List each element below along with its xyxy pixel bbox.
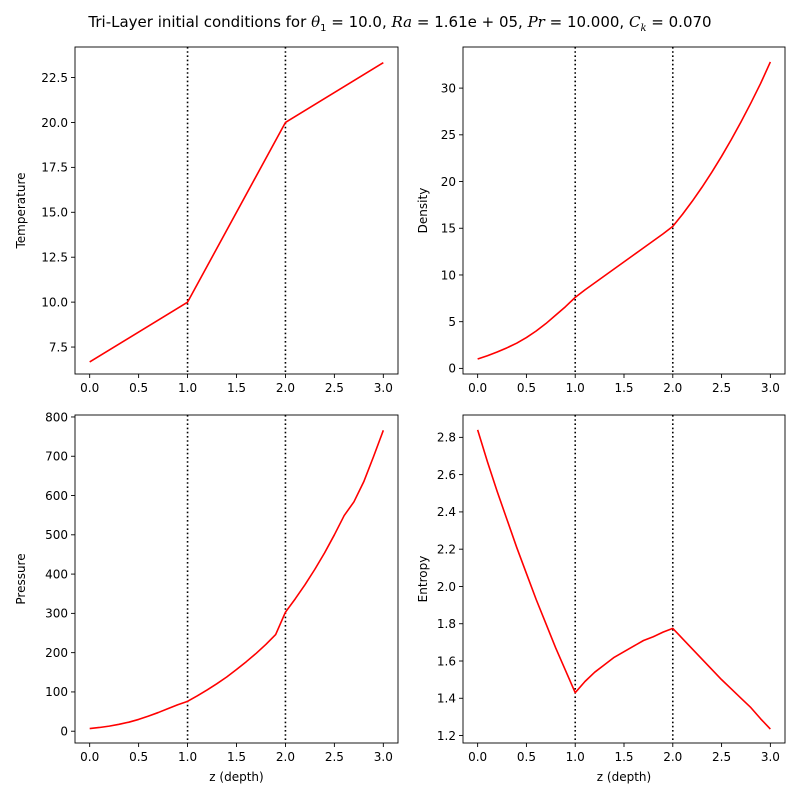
entropy-y-tick-label-8: 2.8 [437, 431, 456, 445]
temperature-x-tick-label-0: 0.0 [80, 381, 99, 395]
pr-symbol: Pr [527, 13, 545, 31]
temperature-data-line-0 [89, 61, 384, 363]
entropy-x-tick-label-6: 3.0 [761, 750, 780, 764]
density-x-tick-label-2: 1.0 [566, 381, 585, 395]
density-y-tick-label-2: 10 [441, 268, 456, 282]
density-x-tick-label-1: 0.5 [517, 381, 536, 395]
density-x-tick-label-5: 2.5 [712, 381, 731, 395]
temperature-y-tick-label-6: 22.5 [41, 71, 68, 85]
entropy-x-tick-label-3: 1.5 [614, 750, 633, 764]
entropy-y-tick-label-0: 1.2 [437, 729, 456, 743]
density-y-axis-label: Density [416, 188, 430, 234]
pressure-y-tick-label-7: 700 [45, 450, 68, 464]
density-y-tick-label-5: 25 [441, 128, 456, 142]
entropy-x-tick-label-2: 1.0 [566, 750, 585, 764]
entropy-y-tick-label-6: 2.4 [437, 505, 456, 519]
entropy-x-tick-label-5: 2.5 [712, 750, 731, 764]
pressure-axes-frame [74, 414, 399, 744]
pressure-x-tick-label-2: 1.0 [178, 750, 197, 764]
pressure-y-tick-label-2: 200 [45, 646, 68, 660]
entropy-x-tick-label-0: 0.0 [468, 750, 487, 764]
density-x-tick-label-6: 3.0 [761, 381, 780, 395]
pr-value: = 10.000, [544, 13, 629, 31]
theta-subscript: 1 [320, 23, 327, 34]
density-x-tick-label-3: 1.5 [614, 381, 633, 395]
temperature-y-tick-label-2: 12.5 [41, 251, 68, 265]
entropy-y-tick-label-4: 2.0 [437, 580, 456, 594]
pressure-x-tick-label-4: 2.0 [276, 750, 295, 764]
density-panel: 0.0 0.5 1.0 1.5 2.0 2.5 3.0 0 5 10 15 20 25 30 Density [416, 46, 786, 395]
density-y-tick-label-3: 15 [441, 222, 456, 236]
temperature-x-tick-label-4: 2.0 [276, 381, 295, 395]
pressure-y-tick-label-8: 800 [45, 410, 68, 424]
temperature-x-tick-label-5: 2.5 [325, 381, 344, 395]
pressure-y-tick-label-6: 600 [45, 489, 68, 503]
ck-value: = 0.070 [646, 13, 712, 31]
temperature-x-tick-label-2: 1.0 [178, 381, 197, 395]
entropy-y-axis-label: Entropy [416, 556, 430, 603]
temperature-x-tick-label-1: 0.5 [129, 381, 148, 395]
density-y-tick-label-0: 0 [448, 362, 456, 376]
pressure-x-tick-label-0: 0.0 [80, 750, 99, 764]
density-axes-frame [462, 46, 786, 375]
entropy-y-tick-label-7: 2.6 [437, 468, 456, 482]
pressure-y-axis-label: Pressure [14, 553, 28, 604]
entropy-data-line-0 [476, 429, 771, 730]
temperature-x-tick-label-3: 1.5 [227, 381, 246, 395]
density-x-tick-label-4: 2.0 [663, 381, 682, 395]
entropy-x-tick-label-1: 0.5 [517, 750, 536, 764]
pressure-y-tick-label-3: 300 [45, 607, 68, 621]
density-y-tick-label-4: 20 [441, 175, 456, 189]
theta-symbol: θ [311, 13, 321, 31]
pressure-y-tick-label-1: 100 [45, 685, 68, 699]
pressure-x-tick-label-5: 2.5 [325, 750, 344, 764]
pressure-y-tick-label-4: 400 [45, 567, 68, 581]
temperature-y-tick-label-1: 10.0 [41, 295, 68, 309]
temperature-y-tick-label-5: 20.0 [41, 116, 68, 130]
pressure-x-tick-label-3: 1.5 [227, 750, 246, 764]
entropy-y-tick-label-3: 1.8 [437, 617, 456, 631]
pressure-x-axis-label: z (depth) [209, 770, 263, 784]
ck-subscript: k [640, 23, 647, 34]
theta-value: = 10.0, [326, 13, 392, 31]
pressure-x-tick-label-1: 0.5 [129, 750, 148, 764]
density-x-tick-label-0: 0.0 [468, 381, 487, 395]
pressure-y-tick-label-0: 0 [60, 725, 68, 739]
entropy-y-tick-label-1: 1.4 [437, 692, 456, 706]
figure-title: Tri-Layer initial conditions for θ1 = 10… [0, 13, 800, 34]
temperature-panel: 0.0 0.5 1.0 1.5 2.0 2.5 3.0 7.5 10.0 12.5 15.0 17.5… [14, 46, 399, 395]
temperature-y-tick-label-4: 17.5 [41, 161, 68, 175]
temperature-axes-frame [74, 46, 399, 375]
pressure-data-line-0 [89, 430, 385, 730]
entropy-x-axis-label: z (depth) [597, 770, 651, 784]
density-y-tick-label-6: 30 [441, 81, 456, 95]
ra-symbol: Ra [391, 13, 413, 31]
temperature-y-tick-label-0: 7.5 [49, 340, 68, 354]
entropy-y-tick-label-2: 1.6 [437, 654, 456, 668]
temperature-y-axis-label: Temperature [14, 172, 28, 249]
ck-symbol: C [628, 13, 641, 31]
pressure-x-tick-label-6: 3.0 [374, 750, 393, 764]
entropy-y-tick-label-5: 2.2 [437, 542, 456, 556]
ra-value: = 1.61e + 05, [412, 13, 528, 31]
temperature-y-tick-label-3: 15.0 [41, 206, 68, 220]
density-y-tick-label-1: 5 [448, 315, 456, 329]
pressure-panel: 0.0 0.5 1.0 1.5 2.0 2.5 3.0 0 100 200 300 400 500 600… [14, 410, 399, 784]
pressure-y-tick-label-5: 500 [45, 528, 68, 542]
density-data-line-0 [477, 61, 772, 360]
temperature-x-tick-label-6: 3.0 [374, 381, 393, 395]
title-prefix: Tri-Layer initial conditions for [88, 13, 312, 31]
entropy-x-tick-label-4: 2.0 [663, 750, 682, 764]
entropy-panel: 0.0 0.5 1.0 1.5 2.0 2.5 3.0 1.2 1.4 1.6 1.8 2.0 2.2 2… [416, 414, 786, 784]
